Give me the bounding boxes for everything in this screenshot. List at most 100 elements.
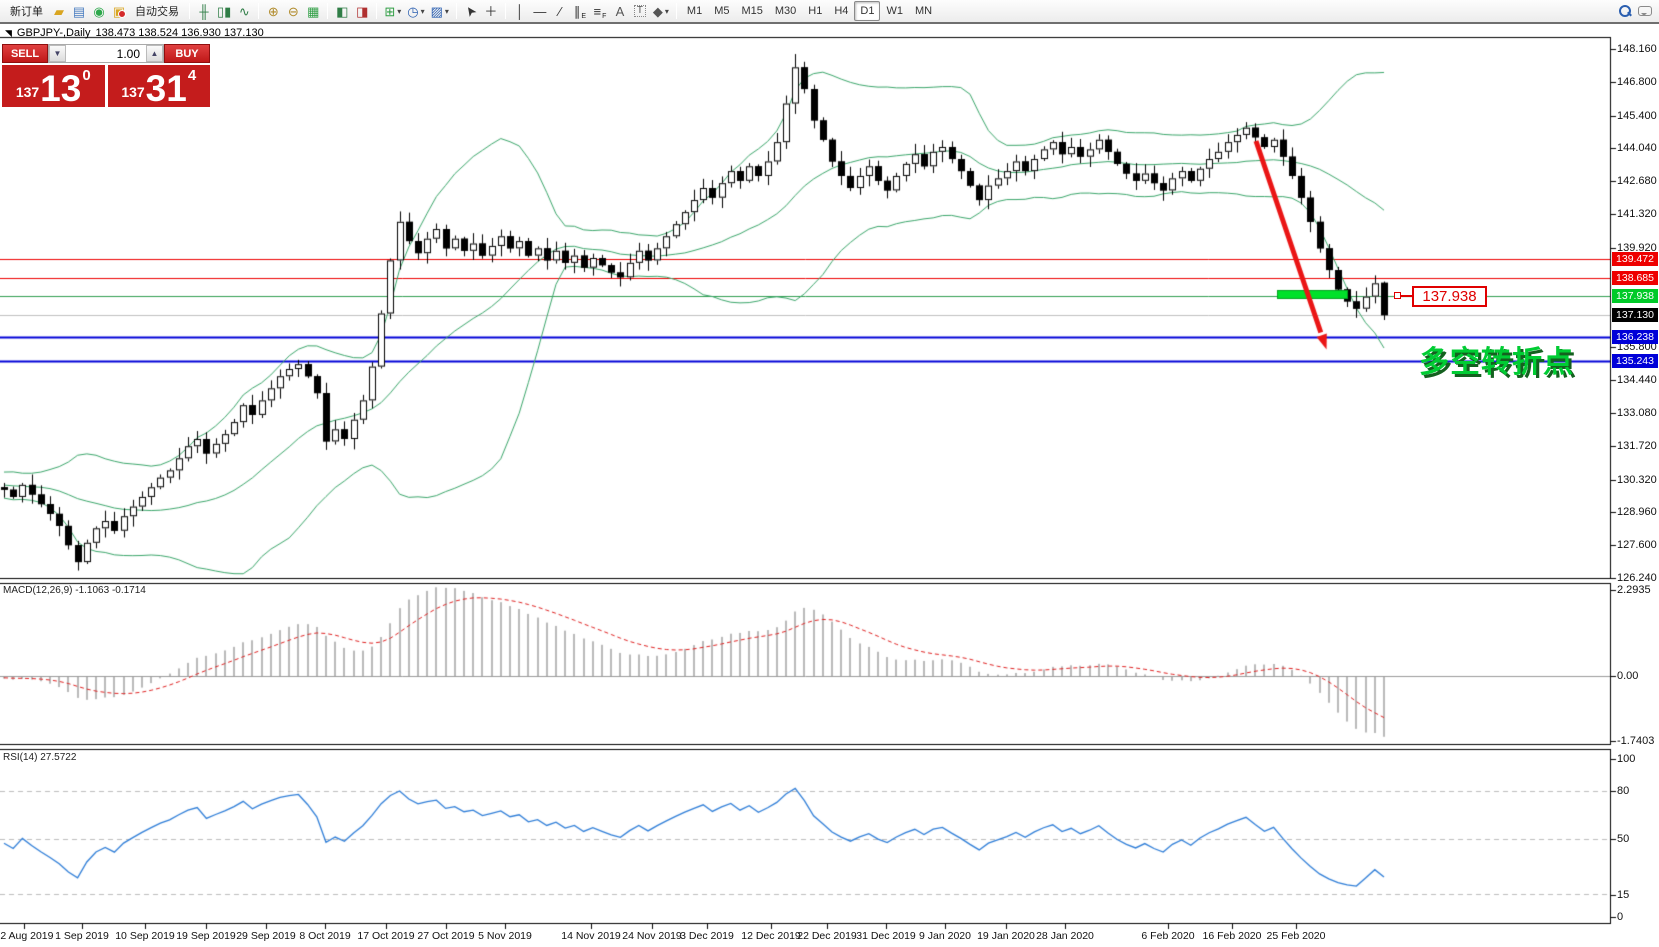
timeframe-w1[interactable]: W1 bbox=[886, 5, 903, 17]
date-axis-label: 27 Oct 2019 bbox=[417, 930, 475, 942]
new-order-button[interactable]: 新订单 bbox=[10, 6, 43, 18]
toolbar-separator bbox=[327, 3, 329, 19]
zoom-in-icon[interactable]: ⊕ bbox=[263, 1, 283, 21]
toolbar-separator bbox=[504, 3, 506, 19]
volume-input[interactable] bbox=[66, 45, 146, 62]
sell-price-box[interactable]: 137 13 0 bbox=[2, 65, 105, 107]
rsi-label: RSI(14) 27.5722 bbox=[3, 752, 77, 763]
bar-chart-mode-icon[interactable]: ╫ bbox=[194, 1, 214, 21]
turning-point-note[interactable]: 多空转折点 bbox=[1419, 346, 1574, 379]
timeframe-d1[interactable]: D1 bbox=[854, 1, 881, 21]
search-icon bbox=[1619, 5, 1631, 17]
trendline-icon[interactable]: ∕ bbox=[550, 1, 570, 21]
price-axis-badge: 137.130 bbox=[1612, 308, 1658, 323]
price-axis-badge: 135.243 bbox=[1612, 353, 1658, 368]
new-chart-icon[interactable]: ⊞ ▾ bbox=[381, 1, 404, 21]
window-splitter-rsi[interactable] bbox=[0, 744, 1611, 750]
zoom-out-icon[interactable]: ⊖ bbox=[283, 1, 303, 21]
horizontal-line-icon[interactable]: — bbox=[530, 1, 550, 21]
toolbar-separator bbox=[455, 3, 457, 19]
price-axis-tick: 128.960 bbox=[1617, 506, 1657, 519]
chat-icon[interactable] bbox=[1635, 1, 1655, 21]
dropdown-caret-icon[interactable]: ▾ bbox=[420, 6, 425, 16]
price-axis-tick: 144.040 bbox=[1617, 142, 1657, 155]
candlestick-mode-icon: ▯▮ bbox=[217, 3, 232, 19]
timeframe-m5[interactable]: M5 bbox=[714, 5, 730, 17]
callout-connector bbox=[1398, 295, 1412, 297]
timeframe-mn[interactable]: MN bbox=[914, 5, 933, 17]
price-axis-tick: 131.720 bbox=[1617, 439, 1657, 452]
channel-icon-sub: E bbox=[581, 13, 586, 20]
timeframe-h4[interactable]: H4 bbox=[834, 5, 849, 17]
price-callout-label[interactable]: 137.938 bbox=[1412, 286, 1487, 307]
market-watch-icon[interactable]: ▤ bbox=[69, 1, 89, 21]
profiles-icon[interactable]: ◷ ▾ bbox=[404, 1, 427, 21]
window-splitter-macd[interactable] bbox=[0, 578, 1611, 584]
date-axis-label: 10 Sep 2019 bbox=[115, 930, 175, 942]
buy-button[interactable]: BUY bbox=[164, 44, 210, 63]
callout-anchor[interactable] bbox=[1394, 292, 1401, 299]
date-axis-label: 19 Sep 2019 bbox=[176, 930, 236, 942]
volume-decrease-button[interactable]: ▼ bbox=[49, 45, 66, 62]
buy-price-pip: 4 bbox=[187, 67, 197, 84]
line-chart-mode-icon[interactable]: ∿ bbox=[234, 1, 254, 21]
text-icon[interactable]: A bbox=[610, 1, 630, 21]
price-axis-badge: 138.685 bbox=[1612, 270, 1658, 285]
timeframe-m1[interactable]: M1 bbox=[686, 5, 703, 17]
candlestick-mode-icon[interactable]: ▯▮ bbox=[214, 1, 234, 21]
date-axis-label: 22 Dec 2019 bbox=[797, 930, 857, 942]
timeframe-m15[interactable]: M15 bbox=[741, 5, 763, 17]
tile-windows-icon[interactable]: ▦ bbox=[303, 1, 323, 21]
rsi-axis-tick: 100 bbox=[1617, 753, 1636, 765]
crosshair-icon: ＋ bbox=[484, 3, 498, 19]
text-label-icon[interactable]: T bbox=[630, 1, 650, 21]
date-axis-label: 17 Oct 2019 bbox=[357, 930, 415, 942]
signal-icon: ◉ bbox=[93, 3, 105, 19]
dropdown-caret-icon[interactable]: ▾ bbox=[664, 6, 669, 16]
macd-axis-tick: 0.00 bbox=[1617, 670, 1639, 682]
autotrade-button[interactable]: 自动交易 bbox=[135, 6, 179, 18]
date-axis-label: 24 Nov 2019 bbox=[622, 930, 682, 942]
chart-shift-icon[interactable]: ◨ bbox=[352, 1, 372, 21]
ingot-icon[interactable]: ▰ bbox=[49, 1, 69, 21]
toolbar-separator bbox=[189, 3, 190, 19]
rsi-axis-tick: 15 bbox=[1617, 889, 1630, 901]
cursor-icon[interactable]: ➤ bbox=[461, 1, 481, 21]
zoom-in-icon: ⊕ bbox=[267, 3, 279, 19]
dropdown-caret-icon[interactable]: ▾ bbox=[397, 6, 402, 16]
autotrade-folder-icon[interactable]: ▣ bbox=[109, 1, 129, 21]
shapes-icon[interactable]: ◆ ▾ bbox=[650, 1, 672, 21]
date-axis-label: 9 Jan 2020 bbox=[919, 930, 971, 942]
search-icon[interactable] bbox=[1615, 1, 1635, 21]
price-axis-tick: 141.320 bbox=[1617, 208, 1657, 221]
macd-label: MACD(12,26,9) -1.1063 -0.1714 bbox=[3, 585, 146, 596]
channel-icon[interactable]: ∥ E bbox=[570, 1, 590, 21]
price-axis-tick: 145.400 bbox=[1617, 109, 1657, 122]
date-axis-label: 25 Feb 2020 bbox=[1266, 930, 1326, 942]
indicators-icon[interactable]: ▨ ▾ bbox=[428, 1, 452, 21]
vertical-line-icon[interactable]: │ bbox=[510, 1, 530, 21]
dropdown-caret-icon[interactable]: ▾ bbox=[444, 6, 449, 16]
volume-increase-button[interactable]: ▲ bbox=[146, 45, 163, 62]
sell-button[interactable]: SELL bbox=[2, 44, 48, 63]
timeframe-m30[interactable]: M30 bbox=[774, 5, 797, 17]
buy-price-main: 31 bbox=[145, 67, 187, 109]
ohlc-values: 138.473 138.524 136.930 137.130 bbox=[95, 27, 264, 39]
fibonacci-icon[interactable]: ≡ F bbox=[590, 1, 610, 21]
window-corner-icon: ◥ bbox=[5, 27, 12, 38]
date-axis-label: 5 Nov 2019 bbox=[478, 930, 532, 942]
date-axis-label: 22 Aug 2019 bbox=[0, 930, 54, 942]
fibonacci-icon: ≡ bbox=[593, 3, 602, 19]
timeframe-h1[interactable]: H1 bbox=[808, 5, 823, 17]
toolbar-separator bbox=[675, 3, 677, 19]
rsi-axis-tick: 80 bbox=[1617, 785, 1630, 797]
signal-icon[interactable]: ◉ bbox=[89, 1, 109, 21]
crosshair-icon[interactable]: ＋ bbox=[481, 1, 501, 21]
indicators-icon: ▨ bbox=[430, 3, 443, 19]
sell-price-prefix: 137 bbox=[15, 84, 40, 100]
buy-price-box[interactable]: 137 31 4 bbox=[107, 65, 210, 109]
auto-scroll-icon[interactable]: ◧ bbox=[332, 1, 352, 21]
toolbar-separator bbox=[258, 3, 260, 19]
